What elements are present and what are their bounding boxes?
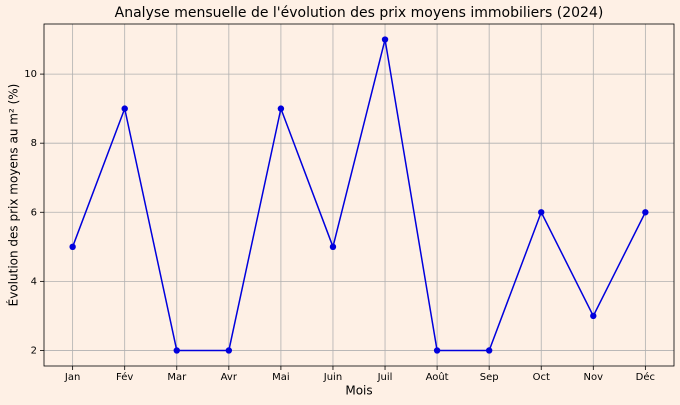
point — [121, 105, 128, 112]
x-tick-label: Déc — [636, 371, 655, 383]
point — [381, 36, 389, 43]
y-tick-label: 4 — [31, 276, 37, 287]
point — [538, 209, 545, 216]
x-tick-label: Sep — [480, 372, 499, 383]
x-tick-label: Juin — [323, 372, 342, 383]
y-tick-label: 6 — [31, 207, 37, 218]
x-tick-label: Jan — [64, 372, 80, 383]
x-tick-label: Nov — [584, 372, 604, 383]
y-tick-label: 10 — [24, 69, 37, 80]
point — [485, 347, 493, 354]
point — [173, 347, 180, 354]
line — [71, 39, 647, 352]
point — [642, 209, 649, 216]
point — [329, 243, 337, 251]
x-tick-label: Oct — [533, 372, 550, 383]
chart-title: Analyse mensuelle de l'évolution des pri… — [115, 5, 604, 21]
y-axis-title: Évolution des prix moyens au m² (%) — [6, 84, 21, 307]
x-tick-label: Mar — [167, 372, 187, 383]
x-axis-title: Mois — [345, 384, 372, 398]
point — [433, 347, 441, 354]
x-tick-label: Avr — [221, 372, 238, 383]
x-tick-label: Mai — [272, 372, 290, 383]
x-tick-label: Août — [426, 371, 449, 383]
point — [225, 347, 233, 354]
point — [69, 243, 76, 251]
point — [590, 312, 597, 320]
x-tick-label: Fév — [116, 371, 133, 383]
plot-frame — [43, 23, 675, 367]
x-tick-label: Juil — [377, 372, 393, 383]
y-tick-label: 8 — [31, 138, 37, 149]
point — [277, 105, 285, 112]
y-tick-label: 2 — [31, 345, 37, 356]
